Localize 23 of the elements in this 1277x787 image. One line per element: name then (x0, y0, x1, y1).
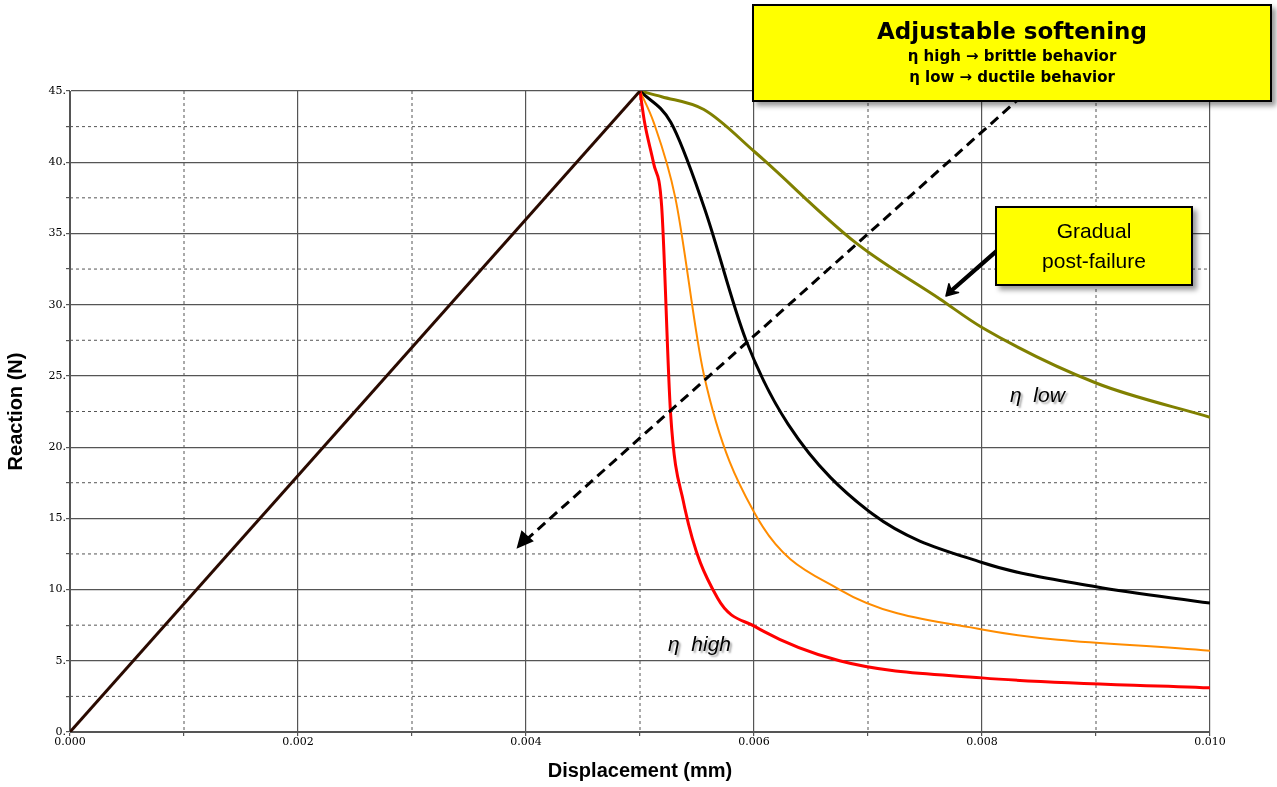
annotation: η high (668, 632, 732, 656)
x-tick-label: 0.006 (738, 735, 770, 749)
y-tick-label: 10. (48, 582, 66, 596)
y-tick-label: 20. (48, 439, 66, 453)
x-tick-label: 0.000 (54, 735, 86, 749)
y-tick-label: 25. (48, 368, 66, 382)
annotation: Gradual post-failure (1041, 218, 1147, 274)
y-tick-label: 35. (48, 226, 66, 240)
y-tick-label: 0. (55, 724, 66, 738)
x-tick-label: 0.002 (282, 735, 314, 749)
y-tick-label: 5. (55, 653, 66, 667)
y-tick-label: 45. (48, 83, 66, 97)
x-tick-label: 0.004 (510, 735, 542, 749)
callout-box: Gradual post-failure (995, 206, 1193, 286)
x-axis-title: Displacement (mm) (547, 758, 733, 781)
annotation: η low (1010, 383, 1065, 407)
y-tick-label: 40. (48, 155, 66, 169)
y-tick-label: 15. (48, 511, 66, 525)
x-tick-label: 0.010 (1194, 735, 1226, 749)
y-axis-title: Reaction (N) (3, 352, 26, 471)
x-tick-label: 0.008 (966, 735, 998, 749)
y-tick-label: 30. (48, 297, 66, 311)
callout-box: Adjustable softening η high → brittle behavior η low → ductile behavior (752, 4, 1272, 102)
